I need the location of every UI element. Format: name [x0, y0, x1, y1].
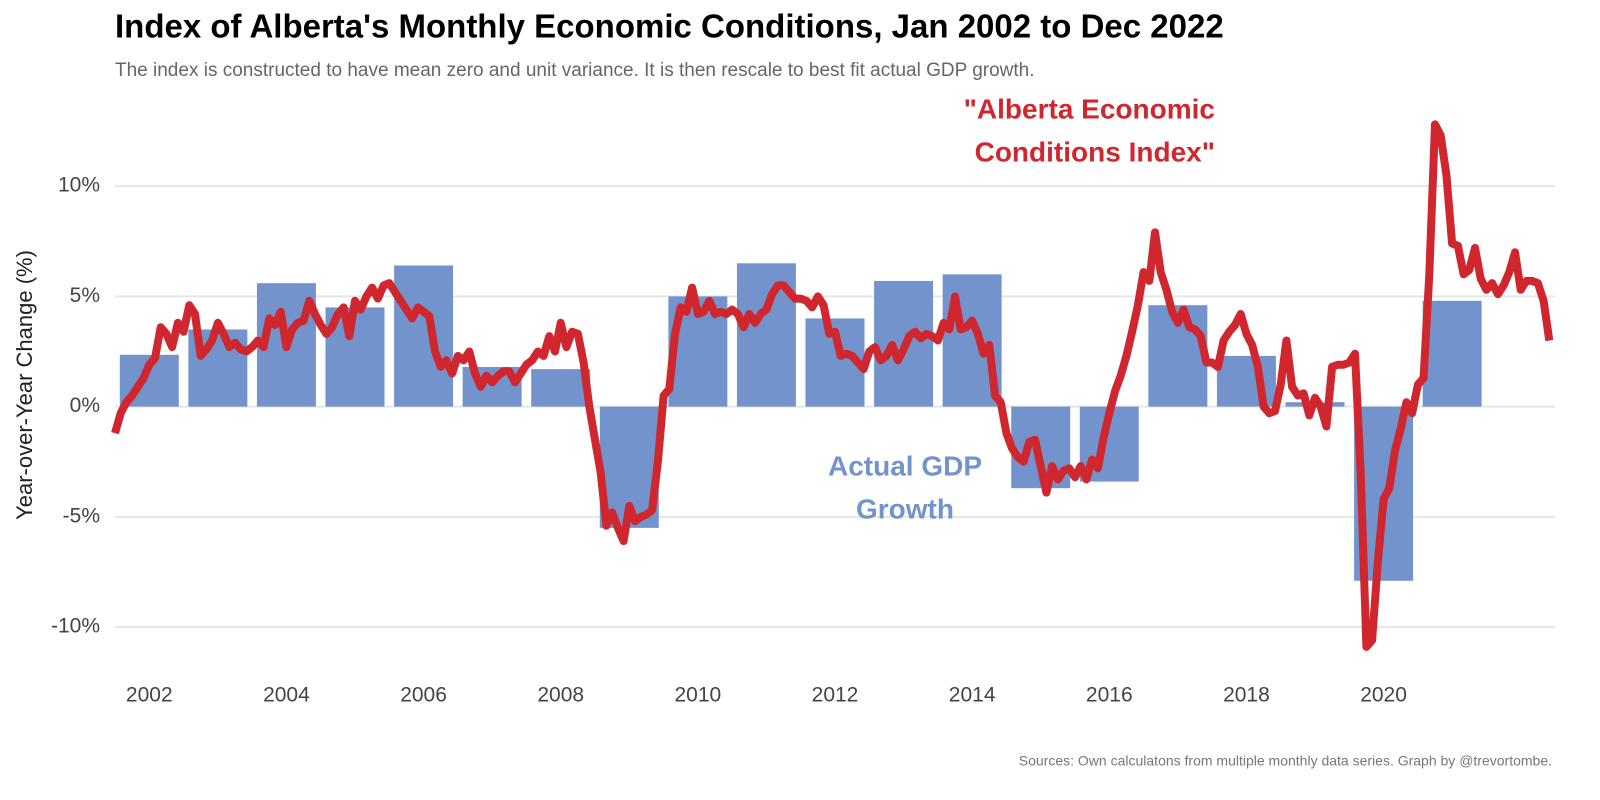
- labels: -10% -5% 0% 5% 10% 2002 2004 2006 2008 2010 2012 20…: [51, 93, 1407, 706]
- y-axis-label: Year-over-Year Change (%): [12, 250, 37, 520]
- caption: Sources: Own calculatons from multiple m…: [1019, 753, 1552, 769]
- y-tick-label: 5%: [70, 284, 100, 307]
- series-label: Actual GDP: [828, 450, 982, 481]
- x-tick-label: 2004: [263, 684, 310, 707]
- y-tick-label: -5%: [63, 504, 100, 527]
- chart-title: Index of Alberta's Monthly Economic Cond…: [115, 8, 1224, 45]
- x-tick-label: 2014: [949, 684, 996, 707]
- bar: [531, 369, 591, 407]
- y-tick-label: -10%: [51, 615, 100, 638]
- lines: [111, 120, 1554, 651]
- bar: [394, 265, 454, 407]
- x-tick-label: 2016: [1086, 684, 1133, 707]
- bar: [1422, 300, 1482, 407]
- x-tick-label: 2012: [812, 684, 859, 707]
- x-tick-label: 2020: [1360, 684, 1407, 707]
- chart-subtitle: The index is constructed to have mean ze…: [115, 60, 1035, 81]
- series-label: Conditions Index": [975, 136, 1215, 167]
- y-tick-label: 10%: [58, 174, 100, 197]
- x-tick-label: 2010: [674, 684, 721, 707]
- x-tick-label: 2002: [126, 684, 173, 707]
- bar: [1216, 355, 1276, 407]
- line: [111, 120, 1554, 651]
- y-tick-label: 0%: [70, 394, 100, 417]
- series-label: "Alberta Economic: [964, 93, 1215, 124]
- series-label: Growth: [856, 493, 954, 524]
- x-tick-label: 2006: [400, 684, 447, 707]
- x-tick-label: 2008: [537, 684, 584, 707]
- x-tick-label: 2018: [1223, 684, 1270, 707]
